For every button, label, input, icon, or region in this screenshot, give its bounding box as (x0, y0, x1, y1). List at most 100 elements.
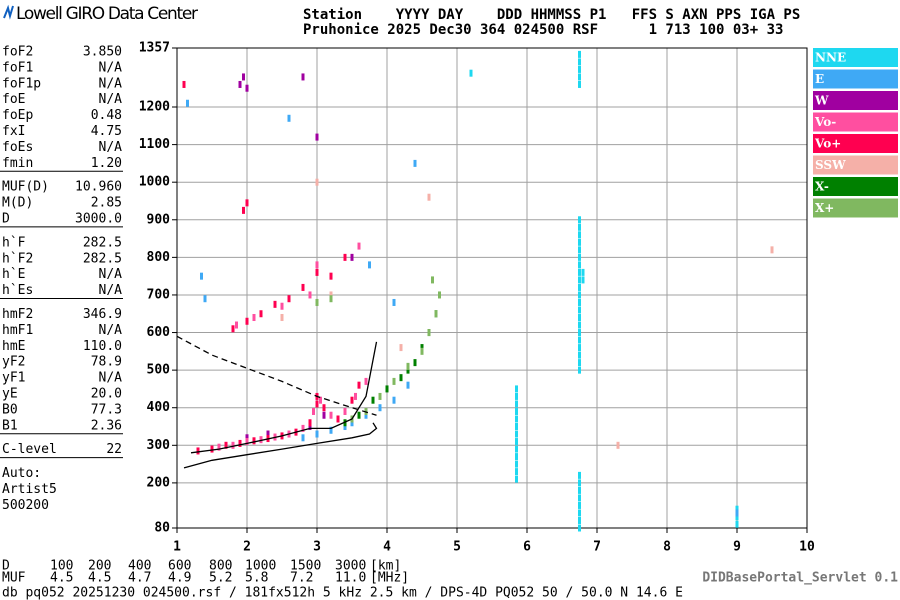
echo-point (315, 178, 319, 186)
echo-point (578, 366, 581, 374)
param-value: N/A (99, 92, 123, 107)
echo-point (364, 377, 368, 385)
echo-point (427, 193, 431, 201)
auto-line: Auto: (2, 466, 41, 481)
x-tick-label: 7 (593, 540, 601, 555)
param-name: hmE (2, 339, 25, 354)
echo-point (578, 351, 581, 359)
legend-label: Vo+ (814, 137, 841, 151)
param-name: fxI (2, 124, 25, 139)
echo-point (252, 437, 256, 445)
echo-point (406, 366, 410, 374)
echo-point (578, 321, 581, 329)
param-value: 4.75 (91, 124, 122, 139)
echo-point (578, 516, 581, 524)
param-name: h`Es (2, 283, 33, 298)
param-name: foF1p (2, 76, 41, 91)
echo-point (245, 438, 249, 446)
echo-point (329, 411, 333, 419)
muf-cell: 1000 (245, 559, 276, 574)
echo-point (578, 253, 581, 261)
echo-point (200, 272, 203, 280)
echo-point (578, 344, 581, 352)
param-name: foE (2, 92, 25, 107)
x-tick-label: 5 (453, 540, 461, 555)
param-value: N/A (99, 267, 123, 282)
model-curve (183, 422, 378, 469)
legend-label: SSW (815, 158, 846, 172)
model-curve (190, 341, 378, 454)
param-value: N/A (99, 60, 123, 75)
echo-point (735, 505, 739, 513)
muf-cell: 4.5 (88, 571, 111, 586)
muf-cell: 200 (88, 559, 111, 574)
muf-cell: 4.7 (128, 571, 151, 586)
param-name: C-level (2, 442, 57, 457)
echo-point (245, 199, 249, 207)
echo-point (259, 436, 263, 444)
echo-point (301, 73, 305, 81)
echo-point (378, 392, 382, 400)
y-tick-label: 300 (147, 438, 171, 453)
x-tick-label: 3 (313, 540, 321, 555)
legend-swatch (813, 112, 898, 132)
y-tick-label: 1357 (139, 41, 170, 56)
echo-point (315, 298, 319, 306)
param-name: B1 (2, 418, 18, 433)
echo-point (515, 438, 518, 446)
echo-point (578, 524, 581, 532)
muf-cell: 800 (209, 559, 232, 574)
param-value: N/A (99, 371, 123, 386)
echo-point (399, 374, 403, 382)
echo-point (273, 300, 277, 308)
logo-icon (3, 4, 14, 20)
x-tick-label: 6 (523, 540, 531, 555)
echo-point (350, 253, 354, 261)
echo-point (301, 283, 305, 291)
echo-point (343, 423, 347, 431)
param-value: N/A (99, 76, 123, 91)
echo-point (329, 295, 333, 303)
param-name: MUF(D) (2, 180, 49, 195)
echo-point (217, 443, 221, 451)
echo-point (578, 479, 581, 487)
echo-point (343, 407, 347, 415)
param-name: yE (2, 387, 18, 402)
auto-line: 500200 (2, 498, 49, 513)
muf-cell: 5.8 (245, 571, 268, 586)
echo-point (515, 385, 518, 393)
echo-point (578, 58, 581, 66)
echo-point (245, 84, 249, 92)
echo-point (578, 298, 581, 306)
legend-swatch (813, 134, 898, 153)
echo-point (238, 439, 242, 447)
param-value: 10.960 (75, 180, 122, 195)
muf-cell: 400 (128, 559, 151, 574)
echo-point (308, 291, 312, 299)
y-tick-label: 600 (147, 325, 171, 340)
muf-cell: 1500 (290, 559, 321, 574)
echo-point (245, 434, 249, 442)
echo-point (515, 430, 518, 438)
echo-point (385, 385, 389, 393)
echo-point (420, 344, 424, 352)
echo-point (308, 419, 312, 427)
echo-point (469, 69, 473, 77)
footer-info: db pq052 20251230 024500.rsf / 181fx512h… (2, 586, 683, 600)
echo-point (210, 445, 214, 453)
muf-cell: 100 (50, 559, 73, 574)
echo-point (315, 133, 319, 141)
legend-label: X+ (815, 201, 834, 215)
echo-point (431, 276, 434, 284)
param-value: 77.3 (91, 402, 122, 417)
echo-point (578, 268, 581, 276)
plot-frame (176, 47, 808, 529)
echo-point (515, 423, 518, 431)
echo-point (735, 513, 739, 521)
echo-point (315, 400, 319, 408)
model-curve (176, 335, 377, 416)
param-name: foEs (2, 140, 33, 155)
muf-cell: 11.0 (335, 571, 366, 586)
y-tick-label: 80 (154, 521, 170, 536)
param-name: M(D) (2, 196, 33, 211)
